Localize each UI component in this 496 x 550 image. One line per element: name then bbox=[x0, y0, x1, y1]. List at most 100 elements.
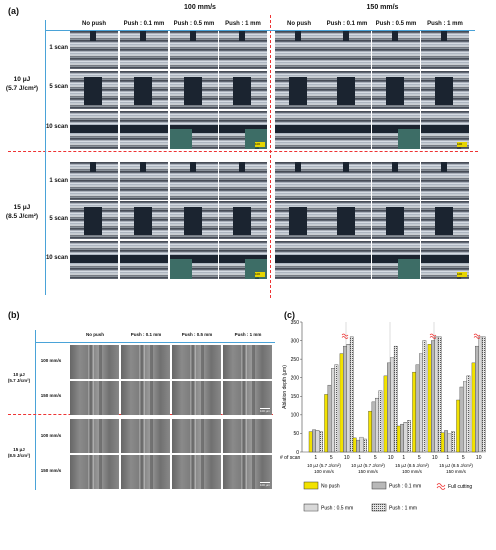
micrograph-cell bbox=[120, 201, 168, 239]
micrograph-cell bbox=[219, 31, 267, 69]
ablation-groove bbox=[140, 162, 146, 172]
groove-edge bbox=[201, 345, 204, 379]
groove-edge bbox=[252, 345, 255, 379]
micrograph-cell: 100 μm bbox=[421, 111, 469, 149]
bar bbox=[431, 340, 435, 453]
scan-tick-label: 5 bbox=[374, 455, 377, 461]
bar bbox=[415, 364, 420, 453]
bar bbox=[352, 437, 357, 453]
legend-label: Full cutting bbox=[448, 484, 472, 490]
bar bbox=[478, 336, 483, 453]
scan-tick-label: 5 bbox=[418, 455, 421, 461]
scan-tick-label: 1 bbox=[446, 455, 449, 461]
cut-through-region bbox=[398, 129, 420, 149]
b-col-header-no-push: No push bbox=[86, 332, 104, 337]
y-tick-label: 150 bbox=[291, 394, 300, 400]
legend-swatch bbox=[303, 503, 319, 512]
micrograph-cell: 100 μm bbox=[421, 241, 469, 279]
ablation-groove bbox=[219, 125, 267, 133]
ablation-depth-chart: 0 50 100 150 200 250 300 350 Ablation depth (μm)… bbox=[280, 320, 486, 512]
group-label: 15 μJ (8.5 J/cm²) bbox=[439, 463, 473, 468]
groove-edge bbox=[252, 419, 255, 453]
micrograph-cell bbox=[170, 31, 218, 69]
groove-edge bbox=[201, 381, 204, 415]
b-row-label-150: 150 mm/s bbox=[40, 393, 62, 398]
bar bbox=[427, 344, 432, 453]
ablation-groove bbox=[435, 77, 453, 105]
scan-tick-label: 5 bbox=[330, 455, 333, 461]
micrograph-cell bbox=[323, 31, 371, 69]
ablation-groove bbox=[343, 31, 349, 41]
y-tick-label: 0 bbox=[296, 450, 299, 456]
bar bbox=[346, 344, 351, 453]
micrograph-cell: 100 μm bbox=[219, 241, 267, 279]
col-header-push-0-5-2: Push : 0.5 mm bbox=[375, 21, 417, 27]
micrograph-cell bbox=[275, 162, 323, 200]
cut-through-region bbox=[170, 259, 192, 279]
b-row-label-150: 150 mm/s bbox=[40, 468, 62, 473]
panel-b-row-line bbox=[35, 330, 36, 490]
b-col-header-push-0-1: Push : 0.1 mm bbox=[130, 332, 162, 337]
micrograph-cell bbox=[323, 241, 371, 279]
bar bbox=[363, 438, 367, 453]
micrograph-cell bbox=[421, 201, 469, 239]
ablation-groove bbox=[233, 207, 251, 235]
bar bbox=[412, 371, 417, 453]
group-label-10uj: 10 μJ (5.7 J/cm²) bbox=[2, 75, 42, 93]
sem-cell bbox=[121, 345, 170, 379]
group-fluence: (5.7 J/cm²) bbox=[5, 85, 39, 92]
panel-a-label: (a) bbox=[8, 6, 19, 16]
group-label: 10 μJ (5.7 J/cm²) bbox=[351, 463, 385, 468]
groove bbox=[139, 381, 145, 415]
col-header-push-0-5: Push : 0.5 mm bbox=[173, 21, 215, 27]
panel-b-label: (b) bbox=[8, 310, 20, 320]
groove bbox=[241, 345, 247, 379]
bar bbox=[315, 430, 320, 453]
sem-cell bbox=[172, 345, 221, 379]
groove-edge bbox=[99, 455, 102, 489]
ablation-groove bbox=[386, 207, 404, 235]
b-row-label-100: 100 mm/s bbox=[40, 433, 62, 438]
ablation-groove bbox=[239, 31, 245, 41]
group-energy: 15 μJ bbox=[13, 204, 31, 211]
bar bbox=[393, 345, 398, 453]
micrograph-cell bbox=[120, 111, 168, 149]
sem-cell bbox=[121, 381, 170, 415]
bar bbox=[324, 394, 329, 453]
full-cutting-mark bbox=[473, 333, 481, 339]
row-label-10-scan: 10 scan bbox=[45, 124, 68, 130]
micrograph-cell bbox=[372, 71, 420, 109]
ablation-groove bbox=[90, 31, 96, 41]
bar bbox=[343, 345, 347, 453]
bar bbox=[390, 357, 395, 453]
groove bbox=[88, 381, 94, 415]
b-group-label-10uj: 10 μJ (5.7 J/cm²) bbox=[4, 372, 34, 384]
sem-cell bbox=[70, 419, 119, 453]
group-fluence: (8.5 J/cm²) bbox=[7, 453, 31, 458]
ablation-groove bbox=[70, 125, 118, 133]
ablation-groove bbox=[190, 31, 196, 41]
bar bbox=[375, 397, 379, 453]
micrograph-cell bbox=[170, 111, 218, 149]
ablation-groove bbox=[295, 162, 301, 172]
ablation-groove bbox=[295, 31, 301, 41]
bar bbox=[440, 432, 445, 453]
micrograph-cell bbox=[421, 71, 469, 109]
micrograph-cell bbox=[70, 162, 118, 200]
sem-cell bbox=[223, 419, 272, 453]
ablation-groove bbox=[233, 77, 251, 105]
ablation-groove bbox=[84, 77, 102, 105]
row-axis-line bbox=[45, 20, 46, 295]
bar bbox=[466, 375, 471, 453]
ablation-groove bbox=[323, 255, 371, 263]
panel-c-label: (c) bbox=[284, 310, 295, 320]
bar bbox=[339, 353, 344, 453]
bar bbox=[422, 340, 427, 453]
bar bbox=[437, 336, 442, 453]
ablation-groove bbox=[170, 255, 218, 263]
scan-tick-label: 1 bbox=[402, 455, 405, 461]
groove-edge bbox=[150, 455, 153, 489]
legend-label: Push : 0.1 mm bbox=[389, 484, 421, 490]
col-header-no-push: No push bbox=[82, 21, 106, 27]
bar bbox=[459, 386, 464, 453]
